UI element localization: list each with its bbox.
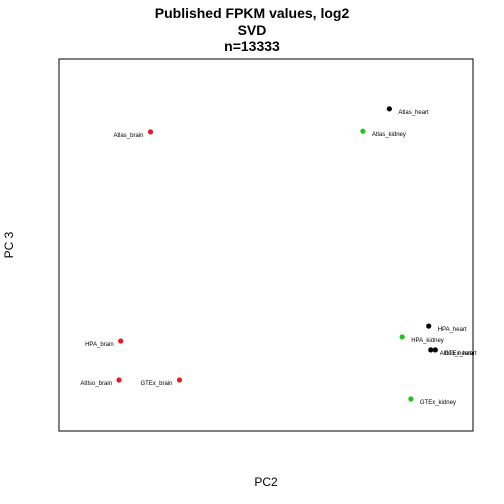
- y-axis-label: PC 3: [2, 231, 16, 258]
- point-label-altiso-brain: AltIso_brain: [80, 381, 112, 387]
- point-label-atlas-kidney: Atlas_kidney: [372, 132, 406, 138]
- points-layer: Atlas_brain Atlas_heart Atlas_kidney HPA_br…: [80, 106, 477, 406]
- point-label-altiso-heart: AltIso_heart: [440, 351, 472, 357]
- data-point-gtex-kidney: [408, 396, 414, 402]
- data-point-atlas-brain: [147, 129, 154, 135]
- chart-title-line-1: Published FPKM values, log2: [155, 5, 350, 21]
- chart-title-line-2: SVD: [238, 22, 267, 38]
- data-point-atlas-kidney: [360, 128, 366, 134]
- data-point-hpa-kidney: [399, 334, 405, 340]
- data-point-altiso-brain: [116, 377, 122, 383]
- data-point-hpa-heart: [426, 323, 432, 329]
- point-label-hpa-heart: HPA_heart: [438, 327, 467, 333]
- point-label-gtex-kidney: GTEx_kidney: [420, 400, 456, 406]
- point-label-hpa-kidney: HPA_kidney: [411, 338, 444, 344]
- plot-area-frame: [58, 58, 474, 432]
- data-point-altiso-heart: [428, 347, 434, 353]
- data-point-hpa-brain: [118, 338, 124, 344]
- chart-title-line-3: n=13333: [224, 38, 280, 54]
- data-point-gtex-brain: [176, 377, 183, 383]
- point-label-gtex-heart: GTEx_heart: [444, 351, 477, 357]
- point-label-atlas-heart: Atlas_heart: [398, 110, 429, 116]
- data-point-gtex-heart: [432, 347, 438, 353]
- data-point-atlas-heart: [386, 106, 392, 112]
- point-label-hpa-brain: HPA_brain: [85, 342, 114, 348]
- point-label-atlas-brain: Atlas_brain: [113, 133, 143, 139]
- point-label-gtex-brain: GTEx_brain: [140, 381, 172, 387]
- x-axis-label: PC2: [254, 475, 278, 489]
